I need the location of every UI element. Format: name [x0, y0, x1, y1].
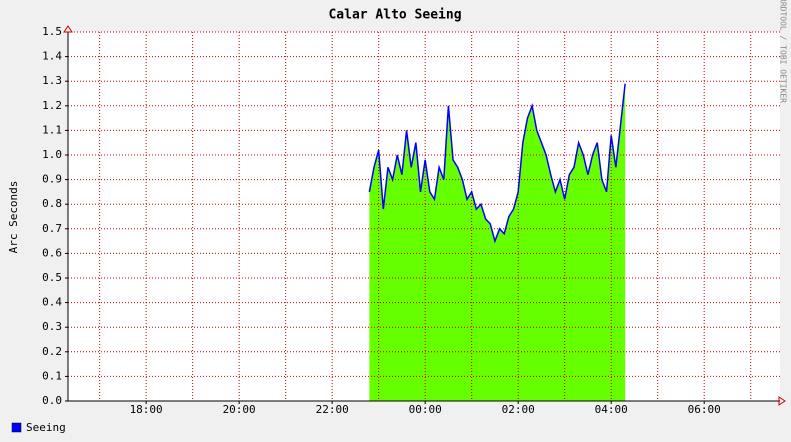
- x-tick-label: 22:00: [316, 403, 349, 416]
- y-tick-label: 0.1: [42, 369, 62, 382]
- y-tick-label: 1.2: [42, 99, 62, 112]
- x-axis-arrow: [778, 396, 786, 406]
- x-tick-label: 20:00: [223, 403, 256, 416]
- y-tick-label: 1.0: [42, 148, 62, 161]
- x-tick-label: 18:00: [130, 403, 163, 416]
- y-axis-arrow: [63, 25, 73, 33]
- y-tick-label: 1.4: [42, 50, 62, 63]
- area-fill: [369, 83, 626, 401]
- y-tick-label: 1.3: [42, 74, 62, 87]
- series-line: [368, 83, 626, 244]
- x-tick-label: 04:00: [595, 403, 628, 416]
- side-credit: RRDTOOL / TOBI OETIKER: [779, 0, 788, 103]
- chart-title: Calar Alto Seeing: [328, 8, 461, 23]
- legend-swatch: [11, 422, 22, 433]
- y-tick-label: 0.6: [42, 246, 62, 259]
- y-tick-label: 1.5: [42, 25, 62, 38]
- y-axis-label: Arc Seconds: [7, 181, 20, 254]
- y-tick-label: 0.9: [42, 173, 62, 186]
- y-tick-label: 0.8: [42, 197, 62, 210]
- y-tick-label: 0.2: [42, 345, 62, 358]
- x-tick-label: 00:00: [409, 403, 442, 416]
- y-tick-label: 0.5: [42, 271, 62, 284]
- y-tick-label: 0.7: [42, 222, 62, 235]
- y-tick-label: 1.1: [42, 123, 62, 136]
- y-tick-label: 0.0: [42, 394, 62, 407]
- x-tick-label: 02:00: [502, 403, 535, 416]
- legend-label: Seeing: [26, 421, 66, 434]
- y-tick-label: 0.4: [42, 296, 62, 309]
- x-tick-label: 06:00: [688, 403, 721, 416]
- y-tick-label: 0.3: [42, 320, 62, 333]
